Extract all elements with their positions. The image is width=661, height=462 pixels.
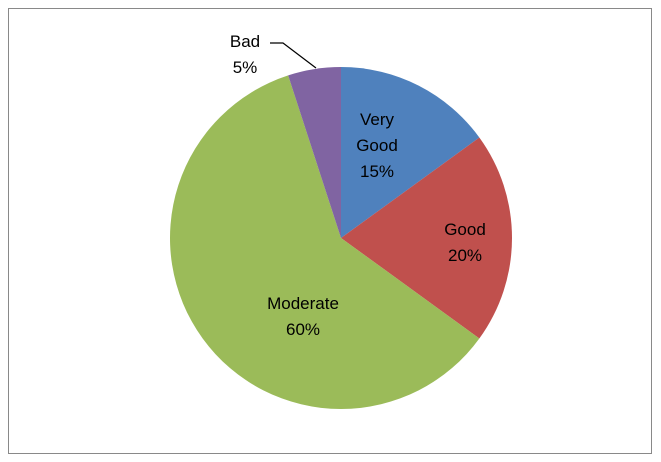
- slice-value: 20%: [447, 246, 483, 265]
- slice-label: Bad 5%: [220, 29, 270, 81]
- slice-label: Good 20%: [425, 217, 505, 269]
- leader-line: [270, 42, 317, 69]
- pie-slice: [170, 75, 480, 410]
- pie-slice: [341, 67, 480, 238]
- pie-slice: [341, 137, 513, 339]
- slice-name: Bad: [229, 32, 261, 51]
- slice-name: Moderate: [267, 294, 339, 313]
- slice-name: Very Good: [356, 110, 398, 155]
- slice-value: 60%: [285, 320, 321, 339]
- pie-slice: [288, 67, 341, 238]
- slice-value: 15%: [359, 162, 395, 181]
- slice-label: Moderate 60%: [243, 291, 363, 343]
- slice-name: Good: [444, 220, 486, 239]
- slice-label: Very Good 15%: [347, 107, 407, 185]
- slice-value: 5%: [232, 58, 258, 77]
